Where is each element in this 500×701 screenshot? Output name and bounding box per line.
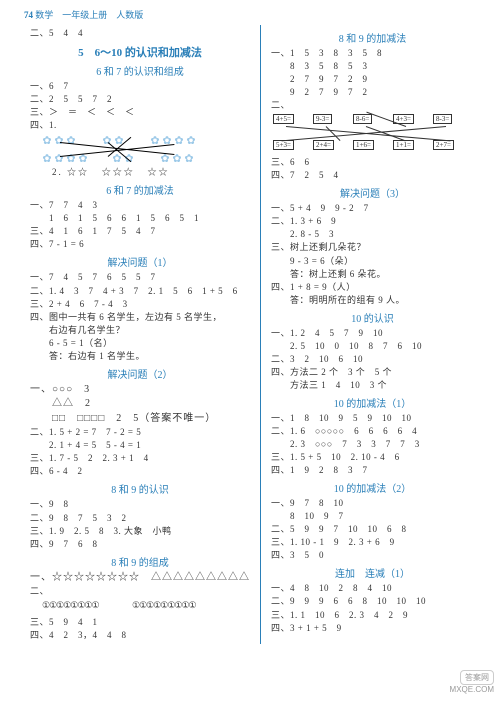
text-line: 三、树上还剩几朵花？: [271, 241, 474, 254]
text-line: 2 7 9 7 2 9: [271, 73, 474, 86]
text-line: 1 6 1 5 6 6 1 5 6 5 1: [30, 212, 250, 225]
text-line: 二、: [271, 99, 474, 112]
sub-title: 解决问题（2）: [30, 366, 250, 381]
left-column: 二、5 4 4 5 6～10 的认识和加减法 6 和 7 的认识和组成 一、6 …: [24, 25, 256, 644]
text-line: 二、1. 6 ○○○○○ 6 6 6 6 4: [271, 425, 474, 438]
page-number: 74: [24, 10, 33, 20]
text-line: 方法三 1 4 10 3 个: [271, 379, 474, 392]
sub-title: 连加 连减（1）: [271, 565, 474, 580]
page-header: 74 数学 一年级上册 人数版: [0, 0, 500, 25]
watermark-text: 答案网: [465, 673, 489, 683]
text-line: 9 2 7 9 7 2: [271, 86, 474, 99]
text-line: 2. ☆☆ ☆☆☆ ☆☆: [30, 166, 250, 179]
text-line: 2. 5 10 0 10 8 7 6 10: [271, 340, 474, 353]
flower-diagram: ✿✿✿ ✿✿ ✿✿✿✿ ✿✿✿✿ ✿✿ ✿✿✿: [42, 134, 222, 164]
sub-title: 8 和 9 的认识: [30, 481, 250, 496]
text-line: 四、1.: [30, 119, 250, 132]
text-line: 一、7 7 4 3: [30, 199, 250, 212]
sub-title: 6 和 7 的认识和组成: [30, 63, 250, 78]
text-line: 三、2 + 4 6 7 - 4 3: [30, 298, 250, 311]
sub-title: 10 的加减法（1）: [271, 395, 474, 410]
text-line: 四、7 2 5 4: [271, 169, 474, 182]
text-line: 一、4 8 10 2 8 4 10: [271, 582, 474, 595]
text-line: 一、1 5 3 8 3 5 8: [271, 47, 474, 60]
section-title: 5 6～10 的认识和加减法: [30, 44, 250, 60]
text-line: 2. 3 ○○○ 7 3 3 7 7 3: [271, 438, 474, 451]
sub-title: 8 和 9 的组成: [30, 554, 250, 569]
text-line: 2. 1 + 4 = 5 5 - 4 = 1: [30, 439, 250, 452]
text-line: 一、1 8 10 9 5 9 10 10: [271, 412, 474, 425]
text-line: 四、1 + 8 = 9（人）: [271, 281, 474, 294]
text-line: 三、1. 1 10 6 2. 3 4 2 9: [271, 609, 474, 622]
text-line: 四、4 2 3，4 4 8: [30, 629, 250, 642]
text-line: 6 - 5 = 1（名）: [30, 337, 250, 350]
text-line: 四、方法二 2 个 3 个 5 个: [271, 366, 474, 379]
text-line: 三、4 1 6 1 7 5 4 7: [30, 225, 250, 238]
text-line: 二、9 8 7 5 3 2: [30, 512, 250, 525]
text-line: 答：明明所在的组有 9 人。: [271, 294, 474, 307]
text-line: 一、○○○ 3: [30, 383, 250, 398]
text-line: 二、1. 5 + 2 = 7 7 - 2 = 5: [30, 426, 250, 439]
text-line: 9 - 3 = 6（朵）: [271, 255, 474, 268]
header-label: 数学 一年级上册 人数版: [35, 10, 143, 20]
matching-diagram: 4+5= 9-3= 8-6= 4+3= 8-3= 5+3= 2+4= 1+6= …: [271, 114, 474, 154]
circle-diagram: ①①①①①①①① ①①①①①①①①①: [42, 600, 222, 614]
text-line: 二、5 9 9 7 10 10 6 8: [271, 523, 474, 536]
text-line: 答：右边有 1 名学生。: [30, 350, 250, 363]
sub-title: 解决问题（3）: [271, 185, 474, 200]
text-line: 一、1. 2 4 5 7 9 10: [271, 327, 474, 340]
text-line: 一、9 8: [30, 498, 250, 511]
text-line: 四、1 9 2 8 3 7: [271, 464, 474, 477]
text-line: 四、6 - 4 2: [30, 465, 250, 478]
text-line: 8 10 9 7: [271, 510, 474, 523]
text-line: 一、5 + 4 9 9 - 2 7: [271, 202, 474, 215]
text-line: 一、7 4 5 7 6 5 5 7: [30, 271, 250, 284]
text-line: 二、2 5 5 7 2: [30, 93, 250, 106]
text-line: 二、5 4 4: [30, 27, 250, 40]
text-line: 二、1. 4 3 7 4 + 3 7 2. 1 5 6 1 + 5 6: [30, 285, 250, 298]
text-line: 四、9 7 6 8: [30, 538, 250, 551]
text-line: 一、☆☆☆☆☆☆☆☆ △△△△△△△△△: [30, 571, 250, 586]
right-column: 8 和 9 的加减法 一、1 5 3 8 3 5 8 8 3 5 8 5 3 2…: [265, 25, 480, 644]
text-line: 二、3 2 10 6 10: [271, 353, 474, 366]
text-line: □□ □□□□ 2 5（答案不唯一）: [30, 412, 250, 427]
text-line: 三、1. 10 - 1 9 2. 3 + 6 9: [271, 536, 474, 549]
text-line: 三、5 9 4 1: [30, 616, 250, 629]
text-line: 一、6 7: [30, 80, 250, 93]
sub-title: 6 和 7 的加减法: [30, 182, 250, 197]
text-line: 三、6 6: [271, 156, 474, 169]
text-line: 二、9 9 9 6 6 8 10 10 10: [271, 595, 474, 608]
watermark-url: MXQE.COM: [450, 685, 494, 695]
sub-title: 10 的加减法（2）: [271, 480, 474, 495]
sub-title: 8 和 9 的加减法: [271, 30, 474, 45]
text-line: 三、1. 5 + 5 10 2. 10 - 4 6: [271, 451, 474, 464]
text-line: 四、图中一共有 6 名学生，左边有 5 名学生，: [30, 311, 250, 324]
text-line: 二、1. 3 + 6 9: [271, 215, 474, 228]
text-line: 四、3 + 1 + 5 9: [271, 622, 474, 635]
text-line: 二、: [30, 585, 250, 598]
column-divider: [260, 25, 261, 644]
text-line: 答：树上还剩 6 朵花。: [271, 268, 474, 281]
text-line: △△ 2: [30, 397, 250, 412]
text-line: 三、＞ ＝ ＜ ＜ ＜: [30, 106, 250, 119]
content-columns: 二、5 4 4 5 6～10 的认识和加减法 6 和 7 的认识和组成 一、6 …: [0, 25, 500, 644]
text-line: 四、3 5 0: [271, 549, 474, 562]
text-line: 右边有几名学生？: [30, 324, 250, 337]
sub-title: 解决问题（1）: [30, 254, 250, 269]
watermark: 答案网 MXQE.COM: [450, 670, 494, 695]
text-line: 三、1. 7 - 5 2 2. 3 + 1 4: [30, 452, 250, 465]
text-line: 三、1. 9 2. 5 8 3. 大象 小鸭: [30, 525, 250, 538]
text-line: 2. 8 - 5 3: [271, 228, 474, 241]
text-line: 8 3 5 8 5 3: [271, 60, 474, 73]
sub-title: 10 的认识: [271, 310, 474, 325]
text-line: 四、7 - 1 = 6: [30, 238, 250, 251]
text-line: 一、9 7 8 10: [271, 497, 474, 510]
